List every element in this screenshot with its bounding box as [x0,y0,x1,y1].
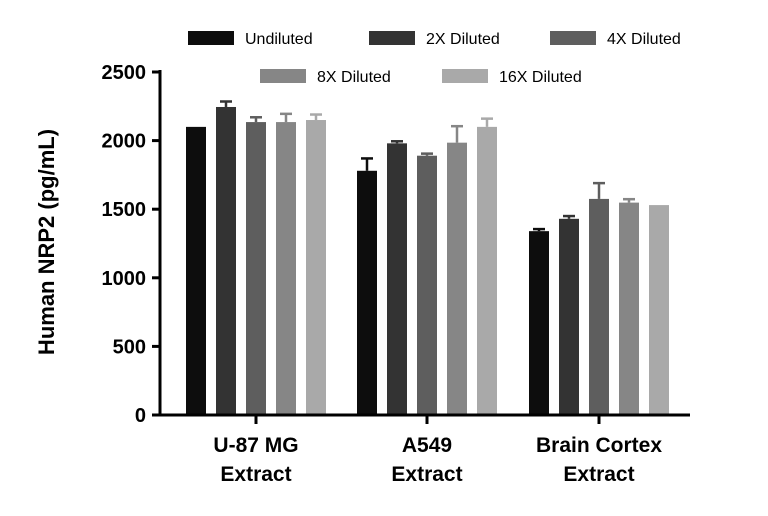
x-tick-label: Extract [220,463,291,486]
y-axis: 0 500 1000 1500 2000 2500 [102,62,162,427]
y-tick-label: 2000 [102,131,147,153]
legend-swatch [188,31,234,45]
legend-swatch [260,69,306,83]
y-tick-label: 2500 [102,62,147,84]
legend: Undiluted 2X Diluted 4X Diluted 8X Diluted 1… [188,31,681,86]
x-tick-label: U-87 MG [213,434,298,457]
bar [186,126,206,415]
x-tick-label: Extract [563,463,634,486]
legend-swatch [550,31,596,45]
y-tick-label: 1500 [102,199,147,221]
bar [529,231,549,415]
bar [559,218,579,415]
legend-label: 2X Diluted [426,31,500,48]
legend-label: 16X Diluted [499,69,582,86]
legend-label: 4X Diluted [607,31,681,48]
bar [619,202,639,415]
x-tick-label: Extract [391,463,462,486]
bar [477,126,497,415]
legend-label: 8X Diluted [317,69,391,86]
bar [276,122,296,415]
bar [246,122,266,415]
bar [306,120,326,416]
y-tick-label: 0 [135,405,146,427]
bar [417,155,437,415]
bar [216,106,236,416]
bar [589,198,609,415]
y-tick-label: 1000 [102,268,147,290]
legend-swatch [369,31,415,45]
bar [649,205,669,415]
bar [387,143,407,415]
bars [186,100,669,416]
bar [447,142,467,415]
y-axis-title: Human NRP2 (pg/mL) [34,129,59,355]
bar [357,170,377,415]
legend-swatch [442,69,488,83]
x-axis: U-87 MG Extract A549 Extract Brain Cortex Ext… [160,413,690,486]
x-tick-label: A549 [402,434,452,457]
x-tick-label: Brain Cortex [536,434,662,457]
y-tick-label: 500 [113,336,146,358]
legend-label: Undiluted [245,31,313,48]
